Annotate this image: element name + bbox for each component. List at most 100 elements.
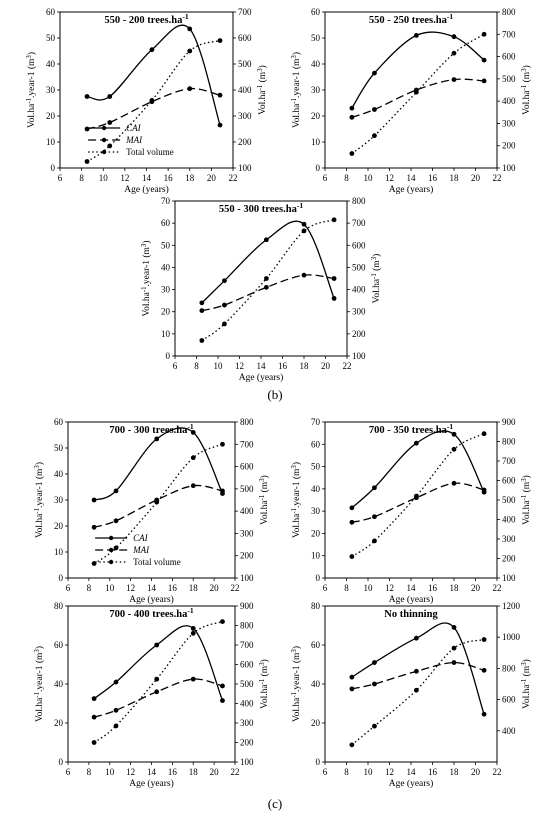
y2-tick-label: 200 — [352, 329, 366, 339]
data-point — [107, 120, 113, 125]
y2-tick-label: 300 — [238, 111, 252, 121]
data-point — [149, 47, 155, 53]
x-tick-label: 12 — [120, 173, 129, 183]
legend-entry: Total volume — [133, 557, 181, 567]
y-tick-label: 60 — [311, 7, 321, 17]
series-line-total-volume — [351, 33, 485, 155]
data-point — [372, 107, 377, 112]
data-point — [190, 455, 196, 461]
y2-tick-label: 600 — [502, 52, 516, 62]
legend-entry: CAI — [126, 123, 142, 133]
y-tick-label: 10 — [311, 551, 321, 561]
data-point — [220, 619, 225, 624]
y2-tick-label: 800 — [502, 7, 516, 17]
data-point — [190, 630, 196, 636]
x-tick-label: 16 — [278, 361, 288, 371]
x-tick-label: 8 — [87, 583, 92, 593]
y-tick-label: 30 — [311, 85, 321, 95]
x-tick-label: 20 — [321, 361, 331, 371]
data-point — [222, 302, 227, 308]
data-point — [217, 38, 223, 43]
y-tick-label: 0 — [51, 163, 56, 173]
y2-tick-label: 200 — [240, 738, 254, 748]
series-line-total-volume — [93, 620, 223, 744]
data-point — [220, 698, 225, 703]
data-point — [263, 284, 269, 290]
data-point — [349, 151, 355, 156]
y2-axis-label: Vol.ha-1 (m3) — [521, 659, 533, 709]
x-tick-label: 18 — [300, 361, 310, 371]
y-axis-label: Vol.ha-1.year-1 (m3) — [34, 462, 46, 538]
x-tick-label: 18 — [450, 767, 460, 777]
y-tick-label: 60 — [46, 7, 56, 17]
chart-title: 550 - 250 trees.ha-1 — [369, 12, 453, 27]
x-tick-label: 14 — [407, 767, 417, 777]
y-tick-label: 70 — [161, 196, 171, 206]
y-tick-label: 60 — [311, 439, 321, 449]
x-tick-label: 6 — [66, 767, 71, 777]
data-point — [372, 723, 377, 729]
data-point — [107, 94, 113, 99]
x-tick-label: 8 — [344, 173, 349, 183]
y2-tick-label: 800 — [502, 663, 516, 673]
y-tick-label: 60 — [311, 640, 321, 650]
chart-title: 550 - 200 trees.ha-1 — [104, 12, 188, 27]
y2-tick-label: 900 — [240, 601, 254, 611]
y2-tick-label: 600 — [502, 695, 516, 705]
y2-tick-label: 400 — [240, 506, 254, 516]
y-tick-label: 40 — [54, 679, 64, 689]
x-tick-label: 18 — [185, 173, 195, 183]
legend-entry: CAI — [133, 533, 149, 543]
y-tick-label: 50 — [54, 443, 64, 453]
y2-tick-label: 300 — [240, 528, 254, 538]
y2-tick-label: 500 — [238, 59, 252, 69]
data-point — [91, 497, 97, 503]
data-point — [154, 689, 160, 695]
y-tick-label: 20 — [54, 718, 64, 728]
data-point — [372, 660, 377, 665]
x-tick-label: 22 — [231, 583, 240, 593]
data-point — [190, 483, 196, 489]
y2-tick-label: 400 — [238, 85, 252, 95]
data-point — [349, 505, 355, 511]
x-tick-label: 20 — [471, 767, 481, 777]
data-point — [451, 34, 457, 40]
data-point — [372, 485, 377, 491]
x-tick-label: 16 — [428, 583, 438, 593]
legend-marker — [101, 125, 107, 131]
x-tick-label: 20 — [210, 767, 220, 777]
y2-axis-label: Vol.ha-1 (m3) — [257, 65, 269, 115]
y-axis-label: Vol.ha-1.year-1 (m3) — [34, 646, 46, 722]
y2-tick-label: 700 — [240, 640, 254, 650]
y-axis-label: Vol.ha-1.year-1 (m3) — [141, 240, 153, 316]
data-point — [187, 26, 193, 32]
x-tick-label: 8 — [344, 583, 349, 593]
series-line-total-volume — [351, 638, 485, 746]
y2-tick-label: 800 — [352, 196, 366, 206]
y2-tick-label: 400 — [502, 726, 516, 736]
data-point — [413, 687, 419, 693]
x-tick-label: 22 — [493, 767, 502, 777]
x-tick-label: 10 — [214, 361, 224, 371]
x-tick-label: 12 — [385, 767, 394, 777]
series-line-cai — [201, 220, 335, 304]
chart-4: 6 8 10 12 14 16 18 20 22 0 10 20 30 40 50 60 100 200 300 40… — [34, 417, 271, 605]
y-axis-label: Vol.ha-1.year-1 (m3) — [291, 462, 303, 538]
data-point — [349, 519, 355, 525]
x-tick-label: 14 — [142, 173, 152, 183]
y2-tick-label: 700 — [240, 439, 254, 449]
data-point — [154, 642, 160, 648]
y2-tick-label: 400 — [502, 515, 516, 525]
x-tick-label: 8 — [79, 173, 84, 183]
series-line-total-volume — [351, 433, 485, 558]
y2-tick-label: 800 — [240, 417, 254, 427]
data-point — [84, 159, 90, 164]
y-tick-label: 40 — [161, 262, 171, 272]
y2-tick-label: 700 — [502, 456, 516, 466]
y2-axis-label: Vol.ha-1 (m3) — [259, 659, 271, 709]
chart-2: 6 8 10 12 14 16 18 20 22 0 10 20 30 40 50 60 100 200 300 40… — [291, 7, 533, 195]
x-tick-label: 8 — [194, 361, 199, 371]
x-tick-label: 14 — [407, 583, 417, 593]
data-point — [91, 696, 97, 702]
y-tick-label: 50 — [311, 33, 321, 43]
